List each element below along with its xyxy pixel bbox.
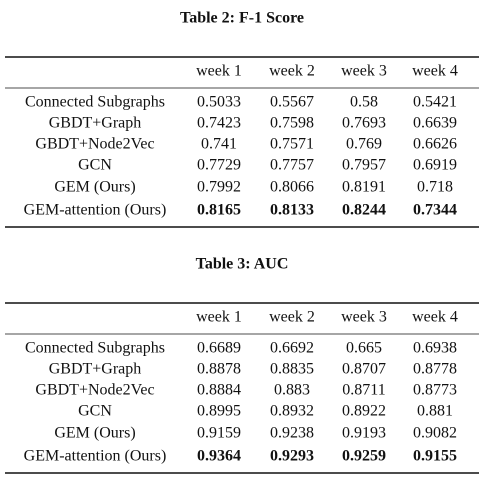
cell: 0.8711	[342, 382, 385, 399]
row-label: GBDT+Node2Vec	[35, 382, 154, 399]
cell: 0.6689	[197, 340, 241, 357]
cell: 0.8191	[342, 179, 386, 196]
column-header: week 4	[412, 309, 458, 326]
cell: 0.8835	[270, 361, 314, 378]
cell: 0.9155	[413, 448, 457, 465]
cell: 0.7729	[197, 157, 241, 174]
cell: 0.8707	[342, 361, 386, 378]
cell: 0.8922	[342, 403, 386, 420]
cell: 0.881	[417, 403, 453, 420]
cell: 0.6639	[413, 115, 457, 132]
row-label: GEM-attention (Ours)	[24, 448, 167, 465]
cell: 0.58	[350, 94, 378, 111]
cell: 0.8133	[270, 202, 314, 219]
cell: 0.7693	[342, 115, 386, 132]
row-label: GBDT+Graph	[49, 361, 142, 378]
cell: 0.8778	[413, 361, 457, 378]
row-label: GBDT+Node2Vec	[35, 136, 154, 153]
cell: 0.8773	[413, 382, 457, 399]
column-header: week 2	[269, 63, 315, 80]
row-label: GEM-attention (Ours)	[24, 202, 167, 219]
cell: 0.9082	[413, 425, 457, 442]
cell: 0.883	[274, 382, 310, 399]
row-label: Connected Subgraphs	[25, 340, 165, 357]
column-header: week 2	[269, 309, 315, 326]
cell: 0.7344	[413, 202, 457, 219]
cell: 0.665	[346, 340, 382, 357]
cell: 0.8995	[197, 403, 241, 420]
table-title: Table 2: F-1 Score	[180, 10, 304, 27]
cell: 0.5421	[413, 94, 457, 111]
cell: 0.9193	[342, 425, 386, 442]
row-label: GEM (Ours)	[54, 179, 135, 196]
column-header: week 4	[412, 63, 458, 80]
cell: 0.7757	[270, 157, 314, 174]
cell: 0.6919	[413, 157, 457, 174]
row-label: Connected Subgraphs	[25, 94, 165, 111]
column-header: week 3	[341, 63, 387, 80]
cell: 0.7992	[197, 179, 241, 196]
cell: 0.718	[417, 179, 453, 196]
column-header: week 3	[341, 309, 387, 326]
cell: 0.9293	[270, 448, 314, 465]
cell: 0.9238	[270, 425, 314, 442]
column-header: week 1	[196, 309, 242, 326]
cell: 0.6938	[413, 340, 457, 357]
row-label: GEM (Ours)	[54, 425, 135, 442]
cell: 0.741	[201, 136, 237, 153]
cell: 0.8244	[342, 202, 386, 219]
row-label: GCN	[78, 403, 112, 420]
cell: 0.8884	[197, 382, 241, 399]
cell: 0.9259	[342, 448, 386, 465]
cell: 0.6692	[270, 340, 314, 357]
cell: 0.7571	[270, 136, 314, 153]
cell: 0.8878	[197, 361, 241, 378]
cell: 0.5567	[270, 94, 314, 111]
cell: 0.7598	[270, 115, 314, 132]
row-label: GBDT+Graph	[49, 115, 142, 132]
cell: 0.9159	[197, 425, 241, 442]
table-title: Table 3: AUC	[196, 256, 289, 273]
cell: 0.7957	[342, 157, 386, 174]
cell: 0.8066	[270, 179, 314, 196]
cell: 0.8165	[197, 202, 241, 219]
cell: 0.5033	[197, 94, 241, 111]
cell: 0.6626	[413, 136, 457, 153]
cell: 0.9364	[197, 448, 241, 465]
column-header: week 1	[196, 63, 242, 80]
cell: 0.8932	[270, 403, 314, 420]
row-label: GCN	[78, 157, 112, 174]
cell: 0.7423	[197, 115, 241, 132]
cell: 0.769	[346, 136, 382, 153]
